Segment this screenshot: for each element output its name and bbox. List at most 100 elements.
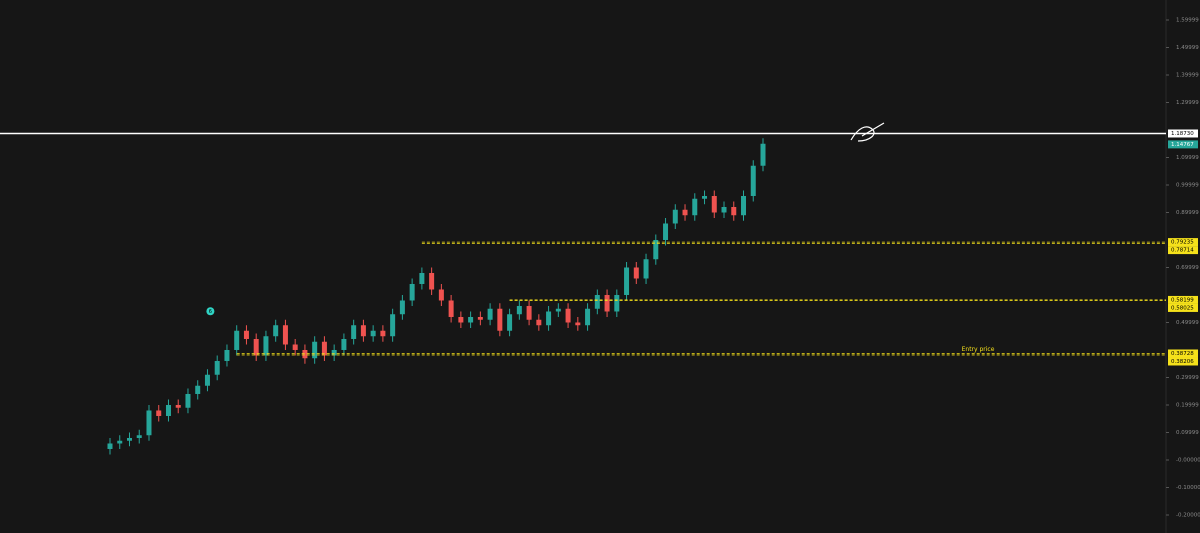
- candle-body: [175, 404, 181, 408]
- candle-body: [165, 404, 171, 416]
- price-label-bg: [1168, 238, 1198, 247]
- candle-body: [448, 300, 454, 317]
- candle-body: [234, 330, 240, 350]
- candle-body: [302, 349, 308, 359]
- candle-body: [429, 272, 435, 290]
- candle-body: [107, 443, 113, 449]
- candle-body: [156, 410, 162, 416]
- y-tick-label: 0.19999: [1176, 402, 1199, 408]
- candle-body: [117, 440, 123, 444]
- candle-body: [516, 305, 522, 315]
- last-price-label: 1.14767: [1171, 142, 1194, 148]
- candle-body: [292, 344, 298, 350]
- candle-body: [546, 311, 552, 326]
- candle-body: [565, 308, 571, 323]
- y-tick-label: 1.49999: [1176, 45, 1199, 51]
- last-price-bg: [1168, 140, 1198, 149]
- candle-body: [653, 239, 659, 260]
- event-marker: [206, 307, 215, 316]
- candle-body: [585, 308, 591, 326]
- candle-body: [692, 198, 698, 216]
- y-tick-label: -0.20000: [1176, 512, 1200, 518]
- candle-body: [224, 349, 230, 361]
- candle-body: [214, 360, 220, 375]
- zone-annotation: Entry price: [962, 346, 995, 353]
- price-label: 0.58199: [1171, 297, 1194, 303]
- candle-body: [594, 294, 600, 309]
- candle-body: [263, 336, 269, 356]
- candle-body: [750, 165, 756, 196]
- candle-body: [331, 349, 337, 356]
- price-label-bg: [1168, 357, 1198, 366]
- candle-body: [136, 435, 142, 438]
- candle-body: [438, 289, 444, 301]
- candle-body: [741, 195, 747, 216]
- candle-body: [321, 341, 327, 356]
- candle-body: [555, 308, 561, 312]
- price-label-bg: [1168, 129, 1198, 138]
- price-label: 0.58025: [1171, 305, 1194, 311]
- candle-body: [731, 206, 737, 216]
- candle-body: [575, 322, 581, 326]
- y-tick-label: -0.10000: [1176, 485, 1200, 491]
- candle-body: [711, 195, 717, 213]
- y-tick-label: 0.99999: [1176, 182, 1199, 188]
- y-tick-label: 1.09999: [1176, 155, 1199, 161]
- price-label-bg: [1168, 295, 1198, 304]
- y-tick-label: 0.89999: [1176, 210, 1199, 216]
- candle-body: [273, 325, 279, 337]
- candle-body: [507, 314, 513, 331]
- candle-body: [390, 314, 396, 337]
- candle-body: [487, 308, 493, 320]
- candle-body: [682, 209, 688, 216]
- candle-body: [126, 437, 132, 441]
- y-tick-label: -0.00000: [1176, 457, 1200, 463]
- y-tick-label: 1.59999: [1176, 17, 1199, 23]
- candle-body: [341, 338, 347, 350]
- candle-body: [185, 393, 191, 408]
- price-label: 0.38206: [1171, 359, 1194, 365]
- candle-body: [477, 316, 483, 320]
- y-tick-label: 0.49999: [1176, 320, 1199, 326]
- candle-body: [663, 223, 669, 240]
- price-label-bg: [1168, 246, 1198, 255]
- candle-body: [633, 267, 639, 279]
- candle-body: [497, 308, 503, 331]
- candle-body: [614, 294, 620, 312]
- y-tick-label: 1.39999: [1176, 72, 1199, 78]
- candle-body: [760, 143, 766, 166]
- candle-body: [195, 385, 201, 394]
- y-tick-label: 0.29999: [1176, 375, 1199, 381]
- candle-body: [419, 272, 425, 284]
- candle-body: [204, 374, 210, 386]
- candle-body: [360, 325, 366, 337]
- candle-body: [253, 338, 259, 356]
- candle-body: [282, 325, 288, 345]
- candle-body: [243, 330, 249, 339]
- candle-body: [604, 294, 610, 312]
- candle-body: [351, 325, 357, 339]
- candle-body: [380, 330, 386, 337]
- candle-body: [458, 316, 464, 323]
- candle-body: [702, 195, 708, 199]
- y-tick-label: 0.09999: [1176, 430, 1199, 436]
- candle-body: [536, 319, 542, 326]
- candle-body: [370, 330, 376, 337]
- candle-body: [409, 283, 415, 301]
- price-label: 1.18730: [1171, 131, 1194, 137]
- price-label-bg: [1168, 349, 1198, 358]
- candle-body: [643, 259, 649, 279]
- candle-body: [146, 410, 152, 436]
- price-label: 0.78714: [1171, 248, 1194, 254]
- price-label: 0.38728: [1171, 351, 1194, 357]
- price-label-bg: [1168, 303, 1198, 312]
- y-tick-label: 1.29999: [1176, 100, 1199, 106]
- candle-body: [721, 206, 727, 213]
- candle-body: [672, 209, 678, 224]
- candle-body: [399, 300, 405, 315]
- y-tick-label: 0.69999: [1176, 265, 1199, 271]
- event-marker-label: 6: [209, 309, 212, 315]
- candle-body: [468, 316, 474, 323]
